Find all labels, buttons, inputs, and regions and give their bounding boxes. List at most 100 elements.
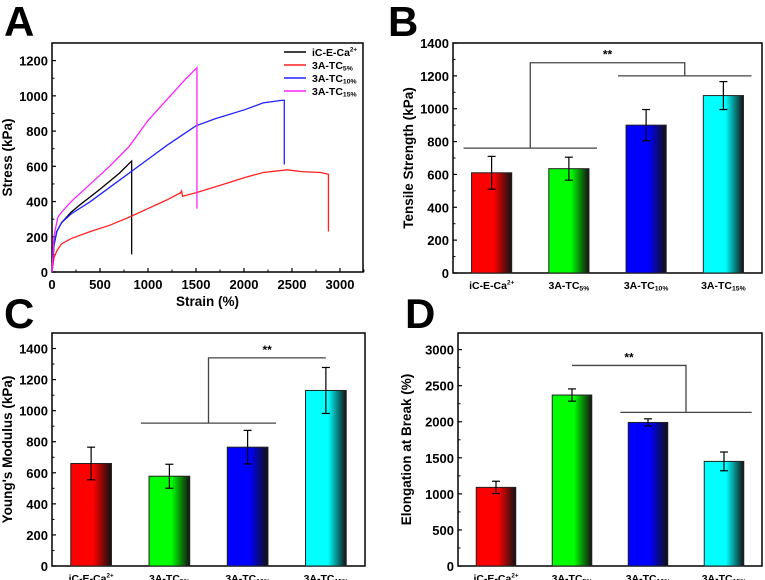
series-line-3 [51,66,198,273]
y-tick-label: 600 [26,159,48,174]
label-sub: 5% [583,579,593,580]
plot-frame [51,332,366,567]
label-sub: 15% [343,92,357,99]
y-axis-label: Young's Modulus (kPa) [0,376,15,524]
y-tick-label: 400 [26,497,48,512]
plot-frame [457,332,763,567]
y-tick-label: 1200 [19,373,48,388]
y-tick-label: 800 [26,435,48,450]
label-base: iC-E-Ca [473,573,511,580]
bar-1 [551,394,593,567]
significance-bracket [463,62,752,149]
significance-label: ** [263,343,273,357]
label-base: 3A-TC [624,280,655,292]
y-axis-label: Tensile Strength (kPa) [401,87,416,229]
x-tick-label: 3A-TC5% [149,573,190,580]
y-tick-label: 600 [26,466,48,481]
y-tick-label: 0 [447,559,454,574]
y-tick-label: 600 [427,167,449,182]
label-sub: 15% [732,286,746,293]
x-tick-label: 0 [48,277,55,292]
bracket-connector [207,357,326,424]
series-line-0 [51,159,133,273]
y-tick-label: 200 [427,233,449,248]
x-tick-label: 3A-TC10% [626,573,671,580]
label-base: 3A-TC [702,573,733,580]
label-sub: 10% [655,286,669,293]
label-base: 3A-TC [149,573,180,580]
label-sup: 2+ [350,46,358,53]
bracket-connector [529,62,686,149]
y-tick-label: 200 [26,528,48,543]
panel-letter: C [4,290,34,337]
bar-1 [148,475,191,567]
legend-label: iC-E-Ca2+ [312,46,357,59]
x-tick-label: 3000 [326,277,355,292]
plot-frame [51,42,364,273]
bar-2 [627,421,669,567]
bar-2 [625,124,667,274]
label-base: 3A-TC [701,280,732,292]
y-tick-label: 1000 [425,487,454,502]
label-sup: 2+ [511,572,519,579]
y-tick-label: 1400 [19,342,48,357]
bracket-connector [572,364,687,413]
y-tick-label: 0 [41,559,48,574]
panel-letter: B [388,0,418,45]
x-tick-label: iC-E-Ca2+ [469,279,514,292]
legend-label: 3A-TC15% [312,86,357,99]
label-base: 3A-TC [225,573,256,580]
y-tick-label: 1400 [420,36,449,51]
label-base: iC-E-Ca [69,573,107,580]
significance-label: ** [603,48,613,62]
label-sub: 10% [657,579,671,580]
panel-b: B 0 200 400 600 800 1000 1200 1400 Tensile Streng… [388,0,763,293]
series-line-1 [51,169,330,273]
significance-label: ** [624,350,634,364]
y-tick-label: 2000 [425,415,454,430]
x-tick-label: 500 [89,277,111,292]
x-tick-label: 3A-TC10% [624,280,669,293]
y-tick-label: 0 [442,266,449,281]
bar-1 [548,168,590,274]
bar-3 [305,389,347,567]
label-base: 3A-TC [548,280,579,292]
y-tick-label: 1000 [19,89,48,104]
label-sup: 2+ [106,572,114,579]
label-base: 3A-TC [312,60,343,72]
label-base: iC-E-Ca [312,47,350,59]
y-tick-label: 1000 [19,404,48,419]
y-tick-label: 2500 [425,379,454,394]
panel-a: A 0 200 400 600 800 1000 1200 Stress (kPa) 0 500 10… [0,0,365,309]
label-base: 3A-TC [312,73,343,85]
label-sub: 5% [180,579,190,580]
label-sub: 5% [579,286,589,293]
x-tick-label: 2500 [278,277,307,292]
label-sub: 15% [733,579,747,580]
x-tick-label: iC-E-Ca2+ [473,572,518,580]
label-base: 3A-TC [552,573,583,580]
panel-letter: A [4,0,34,45]
x-tick-label: 3A-TC5% [552,573,593,580]
x-tick-label: iC-E-Ca2+ [69,572,114,580]
y-axis-label: Elongation at Break (%) [399,374,414,526]
panel-letter: D [405,290,435,337]
label-sub: 15% [335,579,349,580]
label-sub: 10% [256,579,270,580]
y-tick-label: 3000 [425,343,454,358]
bar-3 [703,460,745,567]
legend-label: 3A-TC5% [312,60,353,73]
x-tick-label: 3A-TC15% [701,280,746,293]
y-tick-label: 1500 [425,451,454,466]
x-tick-label: 3A-TC5% [548,280,589,293]
bar-3 [702,95,744,274]
label-sub: 10% [343,79,357,86]
x-tick-label: 3A-TC15% [304,573,349,580]
legend-label: 3A-TC10% [312,73,357,86]
label-sub: 5% [343,66,353,73]
panel-d: D 0 500 1000 1500 2000 2500 3000 Elongation at B… [399,290,763,580]
significance-bracket [572,364,752,413]
y-tick-label: 200 [26,230,48,245]
y-tick-label: 800 [26,124,48,139]
